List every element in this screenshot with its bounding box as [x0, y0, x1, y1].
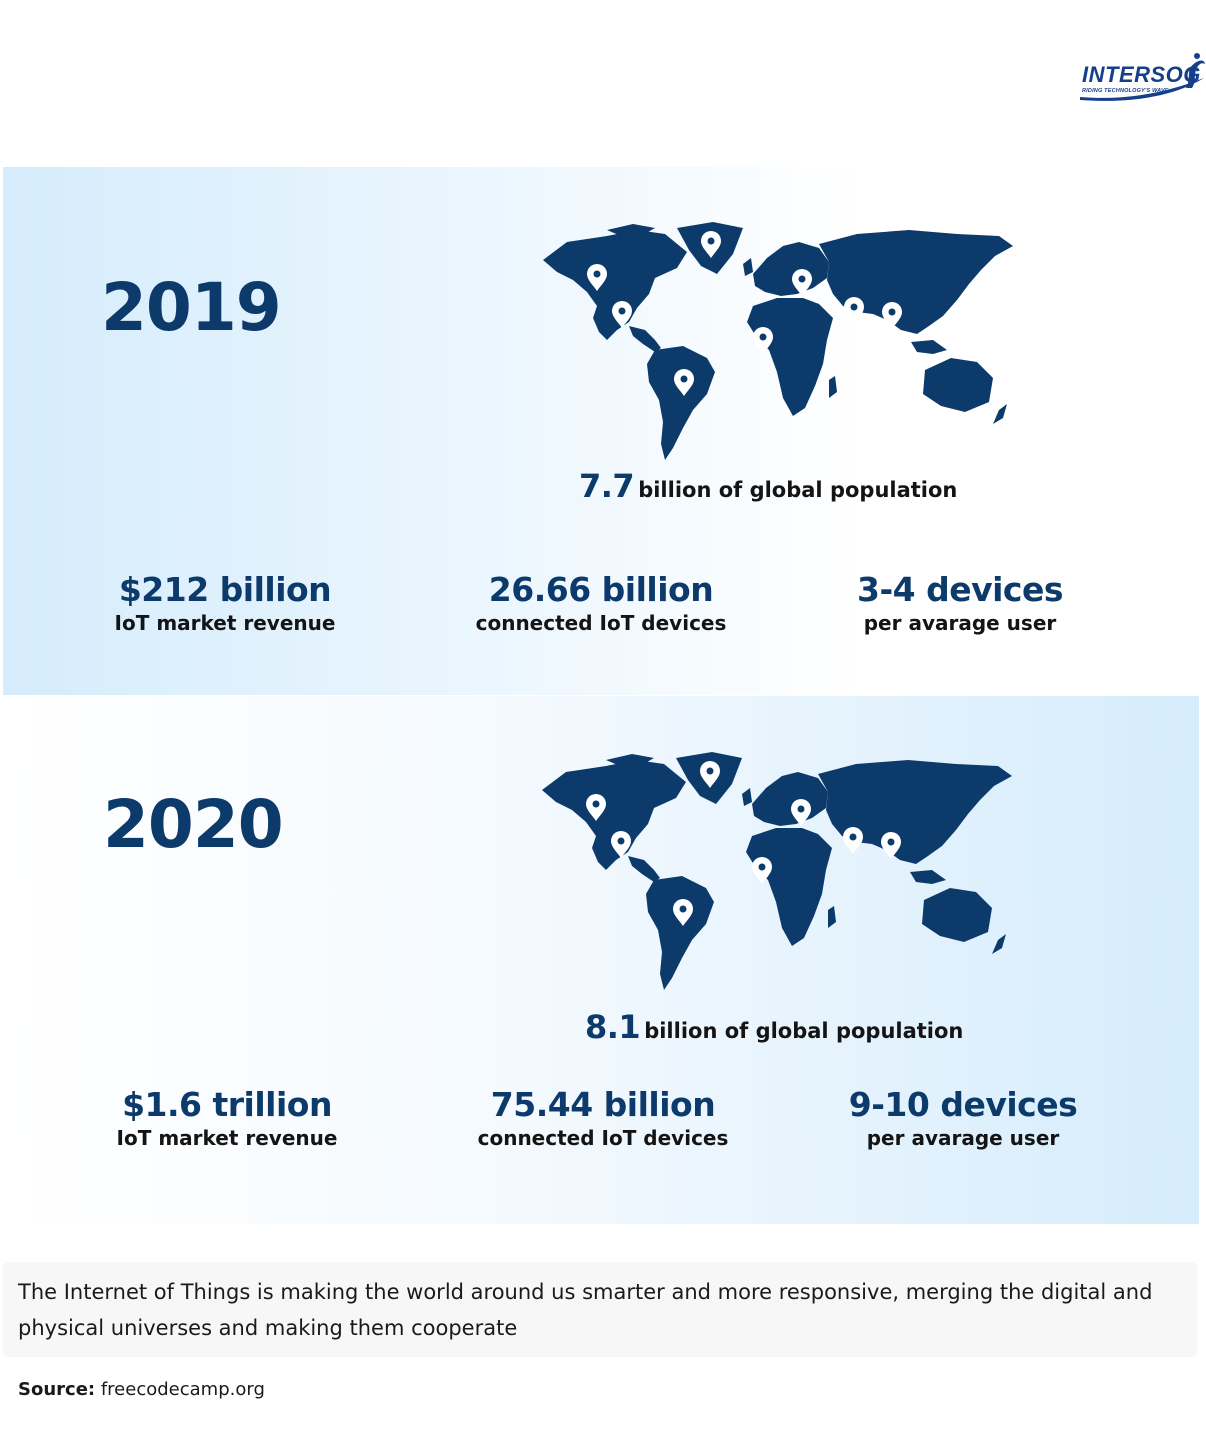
world-map-icon [543, 222, 1013, 460]
location-pin-icon [612, 301, 632, 328]
location-pin-icon [881, 832, 901, 859]
continent-shape [543, 230, 687, 340]
continent-shape [606, 754, 654, 766]
location-pin-icon [586, 794, 606, 821]
year-heading: 2019 [101, 269, 282, 346]
continent-shape [992, 934, 1006, 954]
stat-value: 75.44 billion [490, 1085, 716, 1124]
year-panel-2019: 2019 7.7 billion of global population $21… [3, 167, 1199, 695]
population-stat: 8.1 billion of global population [585, 1008, 963, 1046]
world-map-icon [542, 752, 1012, 990]
location-pin-icon [752, 857, 772, 884]
continent-shape [911, 340, 947, 354]
location-pin-icon [674, 369, 694, 396]
location-pin-icon [611, 831, 631, 858]
revenue-stat: $1.6 trillion IoT market revenue [47, 1085, 407, 1151]
location-pin-icon [791, 799, 811, 826]
stat-label: IoT market revenue [116, 1126, 338, 1150]
location-pin-icon [700, 761, 720, 788]
continent-shape [922, 888, 992, 942]
stat-value: $212 billion [118, 570, 332, 609]
source-value: freecodecamp.org [100, 1379, 265, 1400]
stat-value: 3-4 devices [856, 570, 1064, 609]
continent-shape [628, 856, 660, 882]
location-pin-icon [587, 264, 607, 291]
continent-shape [646, 876, 714, 990]
logo-wordmark: INTERSOG [1082, 62, 1201, 87]
stat-value: 9-10 devices [848, 1085, 1078, 1124]
continent-shape [828, 906, 836, 928]
stat-label: per avarage user [866, 1126, 1060, 1150]
location-pin-icon [882, 302, 902, 329]
continent-shape [752, 772, 828, 826]
location-pin-icon [673, 899, 693, 926]
continent-shape [743, 258, 753, 276]
location-pin-icon [843, 827, 863, 854]
population-text: billion of global population [644, 1019, 964, 1043]
stat-label: connected IoT devices [475, 611, 727, 635]
stat-value: $1.6 trillion [122, 1085, 332, 1124]
continent-shape [607, 224, 655, 236]
summary-note: The Internet of Things is making the wor… [3, 1262, 1197, 1357]
population-text: billion of global population [638, 478, 958, 502]
location-pin-icon [844, 297, 864, 324]
continent-shape [647, 346, 715, 460]
continent-shape [542, 760, 686, 870]
per-user-stat: 9-10 devices per avarage user [783, 1085, 1143, 1151]
location-pin-icon [701, 231, 721, 258]
continent-shape [747, 298, 833, 416]
devices-stat: 26.66 billion connected IoT devices [421, 570, 781, 636]
per-user-stat: 3-4 devices per avarage user [780, 570, 1140, 636]
stat-value: 26.66 billion [488, 570, 714, 609]
continent-shape [629, 326, 661, 352]
year-heading: 2020 [103, 786, 284, 863]
population-value: 7.7 [579, 467, 635, 505]
source-label: Source: [18, 1379, 96, 1400]
continent-shape [819, 230, 1013, 334]
stat-label: connected IoT devices [477, 1126, 729, 1150]
continent-shape [829, 376, 837, 398]
wave-rider-icon [1080, 53, 1205, 101]
location-pin-icon [753, 327, 773, 354]
source-line: Source: freecodecamp.org [18, 1379, 265, 1400]
stat-label: IoT market revenue [114, 611, 336, 635]
continent-shape [993, 404, 1007, 424]
continent-shape [818, 760, 1012, 864]
population-stat: 7.7 billion of global population [579, 467, 957, 505]
devices-stat: 75.44 billion connected IoT devices [423, 1085, 783, 1151]
continent-shape [753, 242, 829, 296]
continent-shape [923, 358, 993, 412]
revenue-stat: $212 billion IoT market revenue [45, 570, 405, 636]
continent-shape [910, 870, 946, 884]
continent-shape [746, 828, 832, 946]
continent-shape [742, 788, 752, 806]
intersog-logo: INTERSOG RIDING TECHNOLOGY'S WAVE [1078, 48, 1206, 104]
stat-label: per avarage user [863, 611, 1057, 635]
logo-tagline: RIDING TECHNOLOGY'S WAVE [1082, 88, 1169, 94]
location-pin-icon [792, 269, 812, 296]
population-value: 8.1 [585, 1008, 641, 1046]
year-panel-2020: 2020 8.1 billion of global population $1.… [3, 696, 1199, 1224]
